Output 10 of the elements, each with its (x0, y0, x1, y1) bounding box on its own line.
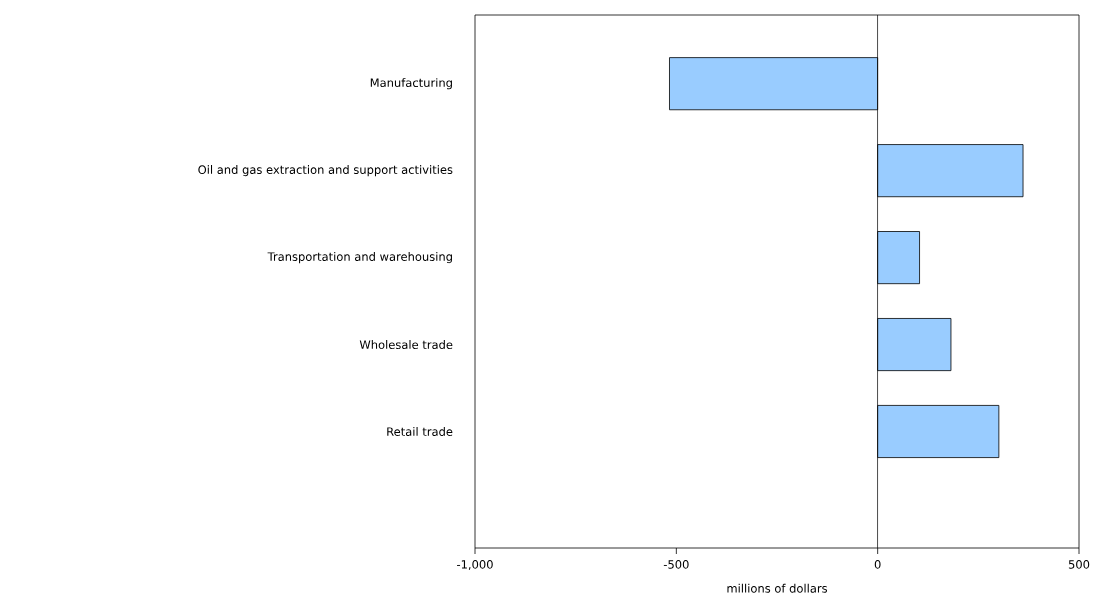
y-tick-label: Retail trade (387, 427, 453, 436)
y-tick-label: Transportation and warehousing (267, 252, 452, 264)
x-tick-label: -1,000 (457, 560, 493, 570)
x-tick-label: 0 (874, 560, 881, 569)
x-axis-title: millions of dollars (727, 583, 828, 593)
y-tick-label: Manufacturing (370, 78, 452, 90)
x-tick-label: 500 (1068, 560, 1090, 569)
y-tick-label: Wholesale trade (359, 340, 453, 349)
x-tick-label: -500 (663, 560, 689, 569)
y-tick-label: Oil and gas extraction and support activities (198, 165, 453, 177)
